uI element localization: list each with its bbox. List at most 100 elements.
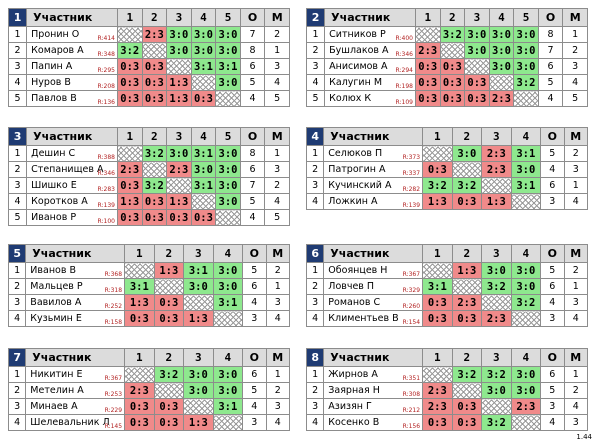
player-cell: Азизян Г R:212 <box>323 398 424 415</box>
player-rating: R:294 <box>395 67 413 74</box>
row-number: 4 <box>7 193 28 210</box>
row-number: 2 <box>305 278 325 295</box>
player-cell: Пронин О R:414 <box>26 26 118 43</box>
match-score: 3:0 <box>481 382 512 399</box>
player-rating: R:100 <box>97 218 115 225</box>
player-place: 2 <box>563 262 589 279</box>
participant-header: Участник <box>25 348 126 367</box>
column-header-2: 2 <box>153 244 185 263</box>
match-score: 3:1 <box>510 177 542 194</box>
match-score: 0:3 <box>124 310 155 327</box>
player-name: Дешин С <box>31 148 76 159</box>
match-score: 2:3 <box>422 398 453 415</box>
match-score: 3:0 <box>190 26 217 43</box>
match-score: 2:3 <box>141 26 168 43</box>
column-header-3: 3 <box>481 127 512 146</box>
player-place: 4 <box>563 398 589 415</box>
match-score: 3:2 <box>451 366 483 383</box>
player-points: 6 <box>540 177 565 194</box>
group-header-row: 6 Участник 1 2 3 4 О М <box>305 244 589 263</box>
player-rating: R:158 <box>104 319 123 326</box>
match-score: 1:3 <box>451 262 483 279</box>
match-score: 0:3 <box>116 58 143 75</box>
match-score: 3:1 <box>212 294 244 311</box>
match-score: 3:0 <box>510 161 542 178</box>
column-header-3: 3 <box>166 127 192 146</box>
match-score: 1:3 <box>183 310 214 327</box>
match-score: 0:3 <box>422 161 453 178</box>
self-match-cell <box>141 42 168 59</box>
group-number: 2 <box>305 8 326 27</box>
player-cell: Минаев А R:229 <box>25 398 126 415</box>
player-rating: R:388 <box>97 154 115 161</box>
participant-header: Участник <box>323 127 424 146</box>
match-score: 0:3 <box>439 90 466 107</box>
match-score: 3:0 <box>190 161 217 178</box>
row-number: 3 <box>7 398 27 415</box>
points-header: О <box>239 127 266 146</box>
match-score: 2:3 <box>481 310 512 327</box>
table-row: 1 Иванов В R:368 1:3 3:1 3:0 5 2 <box>7 262 291 279</box>
match-score: 1:3 <box>166 193 192 210</box>
match-score: 2:3 <box>422 382 453 399</box>
table-row: 4 Климентьев В R:154 0:3 0:3 2:3 3 4 <box>305 310 589 327</box>
match-score: 0:3 <box>422 294 453 311</box>
row-number: 4 <box>305 310 325 327</box>
match-score: 3:0 <box>215 161 241 178</box>
match-score: 0:3 <box>166 209 192 226</box>
column-header-1: 1 <box>422 244 453 263</box>
self-match-cell <box>481 398 512 415</box>
player-place: 3 <box>563 294 589 311</box>
self-match-cell <box>451 382 483 399</box>
match-score: 0:3 <box>153 398 185 415</box>
player-name: Вавилов А <box>30 297 82 308</box>
column-header-2: 2 <box>141 8 168 27</box>
player-rating: R:282 <box>402 186 421 193</box>
match-score: 0:3 <box>116 90 143 107</box>
match-score: 3:2 <box>510 294 542 311</box>
match-score: 3:1 <box>124 278 155 295</box>
group-number: 3 <box>7 127 28 146</box>
group-header-row: 2 Участник 1 2 3 4 5 О М <box>305 8 588 27</box>
player-points: 6 <box>239 58 266 75</box>
group-table-6: 6 Участник 1 2 3 4 О М 1 Обоянцев Н R:367 1:3 3:0 3:0… <box>305 244 589 327</box>
row-number: 1 <box>305 262 325 279</box>
player-cell: Комаров А R:348 <box>26 42 118 59</box>
self-match-cell <box>513 90 539 107</box>
player-place: 2 <box>563 145 589 162</box>
player-name: Павлов В <box>31 93 77 104</box>
player-rating: R:136 <box>97 99 115 106</box>
match-score: 3:2 <box>153 366 185 383</box>
match-score: 3:0 <box>190 42 217 59</box>
match-score: 3:0 <box>212 382 244 399</box>
row-number: 3 <box>305 398 325 415</box>
player-points: 7 <box>239 177 266 194</box>
match-score: 2:3 <box>414 42 441 59</box>
match-score: 3:0 <box>183 366 214 383</box>
group-table-2: 2 Участник 1 2 3 4 5 О М 1 Ситников Р R:400 3:2 3:0 3:… <box>305 8 588 107</box>
player-rating: R:154 <box>402 319 421 326</box>
table-row: 5 Колюх К R:109 0:3 0:3 0:3 2:3 4 5 <box>305 90 588 107</box>
match-score: 0:3 <box>190 209 217 226</box>
table-row: 3 Шишко Е R:283 0:3 3:2 3:1 3:0 7 2 <box>7 177 290 194</box>
match-score: 3:0 <box>488 26 515 43</box>
player-place: 2 <box>563 382 589 399</box>
player-name: Нуров В <box>31 77 71 88</box>
points-header: О <box>242 348 267 367</box>
match-score: 3:0 <box>212 278 244 295</box>
player-points: 5 <box>242 262 267 279</box>
place-header: М <box>265 348 291 367</box>
self-match-cell <box>414 26 441 43</box>
player-place: 1 <box>562 26 588 43</box>
player-rating: R:367 <box>104 375 123 382</box>
self-match-cell <box>141 161 168 178</box>
column-header-3: 3 <box>166 8 192 27</box>
match-score: 3:2 <box>141 177 168 194</box>
match-score: 0:3 <box>124 414 155 431</box>
match-score: 0:3 <box>153 294 185 311</box>
player-points: 4 <box>540 161 565 178</box>
match-score: 0:3 <box>116 177 143 194</box>
match-score: 0:3 <box>141 193 168 210</box>
player-rating: R:139 <box>97 202 115 209</box>
table-row: 4 Косенко В R:156 0:3 0:3 3:2 4 3 <box>305 414 589 431</box>
